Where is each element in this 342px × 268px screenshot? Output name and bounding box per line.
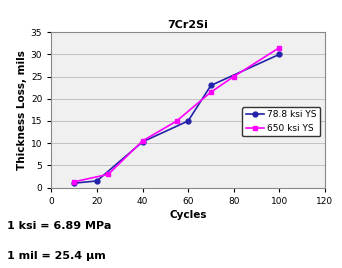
650 ksi YS	[232, 75, 236, 78]
Line: 78.8 ksi YS: 78.8 ksi YS	[72, 52, 282, 185]
650 ksi YS	[106, 173, 110, 176]
Text: 1 ksi = 6.89 MPa: 1 ksi = 6.89 MPa	[7, 221, 111, 231]
650 ksi YS	[175, 119, 179, 122]
78.8 ksi YS	[277, 53, 281, 56]
Title: 7Cr2Si: 7Cr2Si	[168, 20, 209, 30]
78.8 ksi YS	[72, 181, 76, 185]
650 ksi YS	[72, 180, 76, 183]
650 ksi YS	[277, 46, 281, 49]
X-axis label: Cycles: Cycles	[169, 210, 207, 220]
Legend: 78.8 ksi YS, 650 ksi YS: 78.8 ksi YS, 650 ksi YS	[242, 107, 320, 136]
78.8 ksi YS	[95, 179, 99, 183]
Text: 1 mil = 25.4 μm: 1 mil = 25.4 μm	[7, 251, 106, 260]
Line: 650 ksi YS: 650 ksi YS	[72, 45, 282, 184]
78.8 ksi YS	[209, 84, 213, 87]
650 ksi YS	[209, 91, 213, 94]
78.8 ksi YS	[186, 119, 190, 122]
Y-axis label: Thickness Loss, mils: Thickness Loss, mils	[17, 50, 27, 170]
78.8 ksi YS	[141, 140, 145, 143]
650 ksi YS	[141, 139, 145, 143]
